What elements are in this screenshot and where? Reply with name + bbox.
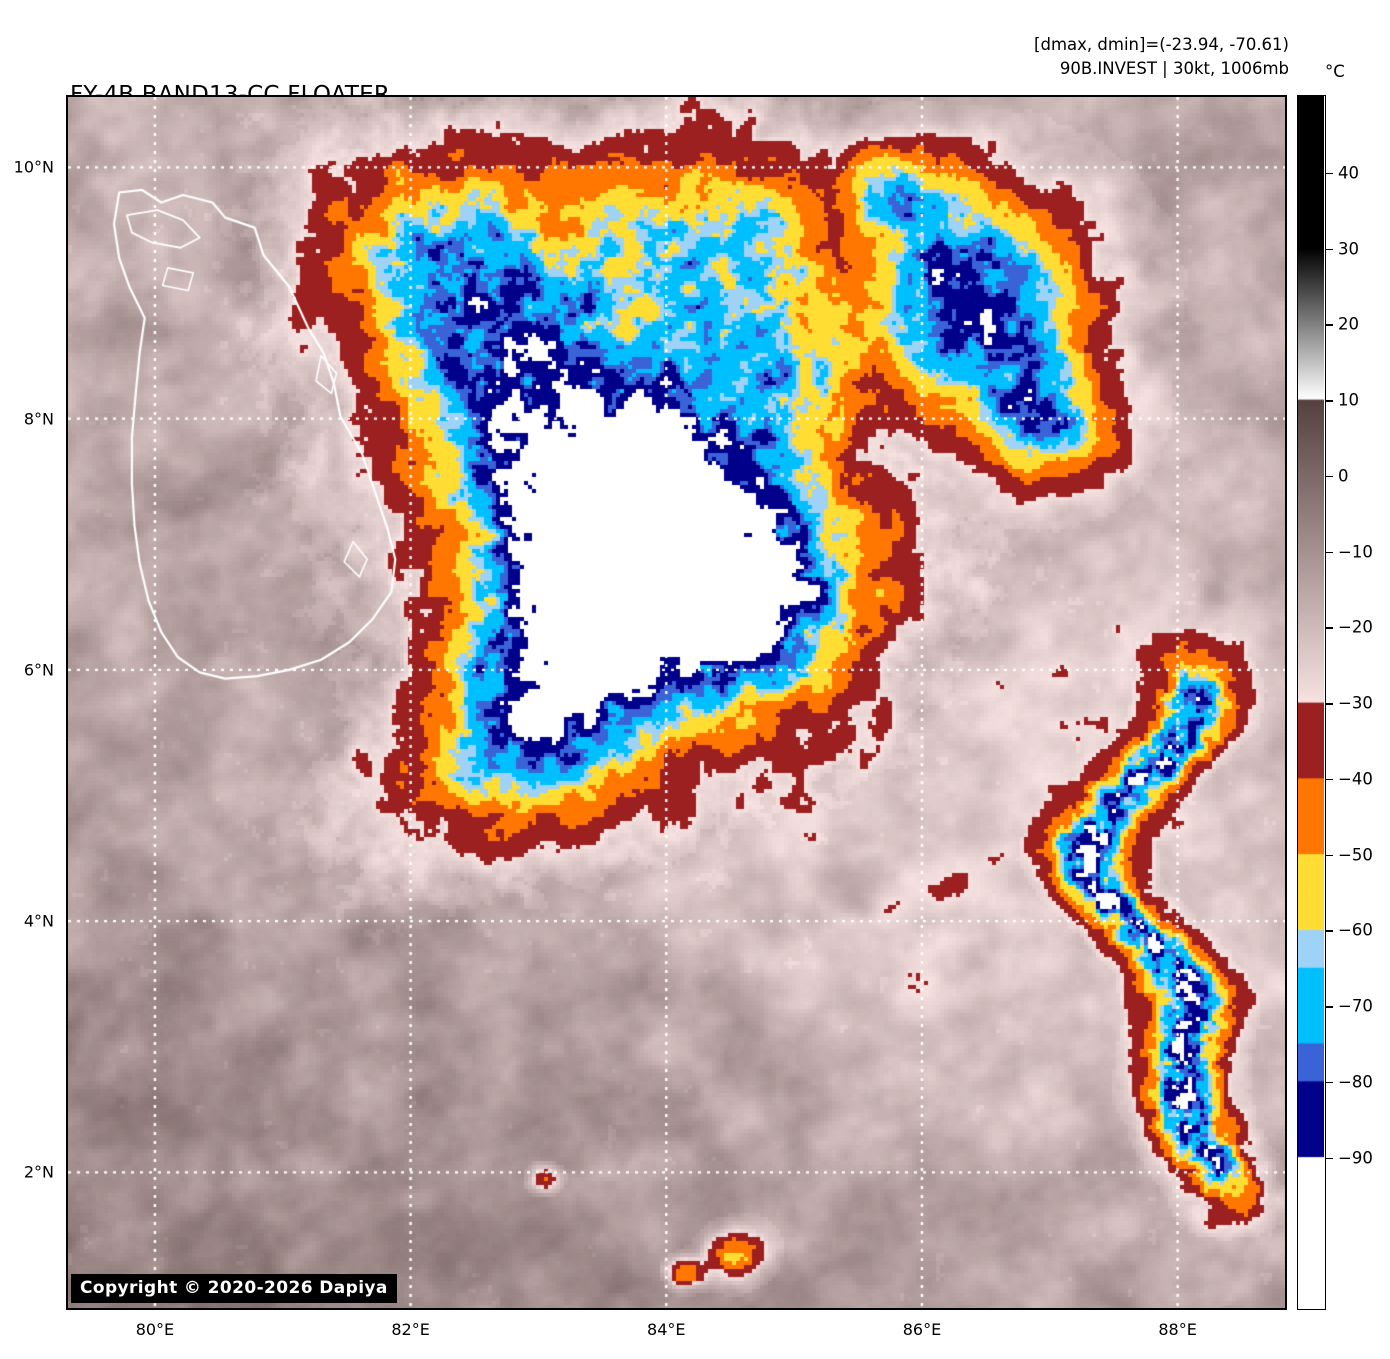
x-axis-tick-label: 82°E	[391, 1320, 430, 1339]
colorbar-tick	[1326, 1006, 1333, 1008]
colorbar-tick-label: 0	[1338, 466, 1349, 486]
colorbar-tick	[1326, 1157, 1333, 1159]
x-axis-tick-label: 84°E	[647, 1320, 686, 1339]
colorbar-tick	[1326, 324, 1333, 326]
colorbar-tick-label: −40	[1338, 769, 1373, 789]
colorbar-tick	[1326, 551, 1333, 553]
dmax-dmin-label: [dmax, dmin]=(-23.94, -70.61)	[1034, 35, 1289, 54]
colorbar-tick	[1326, 475, 1333, 478]
satellite-image-plot: Copyright © 2020-2026 Dapiya	[66, 95, 1287, 1310]
colorbar-tick	[1326, 854, 1333, 856]
y-axis-tick-label: 8°N	[23, 409, 54, 429]
colorbar-tick-label: −20	[1338, 617, 1373, 637]
colorbar-tick-label: −70	[1338, 996, 1373, 1016]
colorbar-tick-label: −30	[1338, 693, 1373, 713]
colorbar-tick	[1326, 400, 1333, 402]
colorbar-unit-label: °C	[1325, 62, 1345, 81]
metadata-block: [dmax, dmin]=(-23.94, -70.61) 90B.INVEST…	[1034, 33, 1289, 81]
colorbar-tick	[1326, 248, 1333, 250]
colorbar-tick-label: 40	[1338, 163, 1359, 183]
colorbar-tick-label: −90	[1338, 1148, 1373, 1167]
colorbar-tick	[1326, 703, 1333, 705]
copyright-watermark: Copyright © 2020-2026 Dapiya	[71, 1274, 397, 1303]
y-axis-tick-label: 10°N	[13, 157, 54, 177]
colorbar-tick	[1326, 930, 1333, 932]
x-axis-tick-label: 80°E	[135, 1320, 175, 1339]
colorbar-tick	[1326, 627, 1333, 629]
x-axis-tick-label: 86°E	[902, 1320, 942, 1339]
colorbar-tick	[1326, 778, 1333, 781]
y-axis-tick-label: 2°N	[23, 1162, 54, 1182]
colorbar-tick-label: 20	[1338, 314, 1359, 334]
colorbar-tick-label: 30	[1338, 239, 1359, 258]
colorbar-tick	[1326, 1081, 1333, 1084]
colorbar-tick-label: −80	[1338, 1072, 1373, 1092]
x-axis-tick-label: 88°E	[1158, 1320, 1197, 1339]
colorbar	[1297, 95, 1326, 1310]
y-axis-tick-label: 4°N	[23, 911, 54, 931]
colorbar-gradient-canvas	[1298, 96, 1324, 1308]
satellite-imagery-canvas	[68, 97, 1285, 1308]
colorbar-tick-label: −50	[1338, 845, 1373, 864]
storm-info-label: 90B.INVEST | 30kt, 1006mb	[1059, 59, 1289, 78]
colorbar-tick-label: 10	[1338, 390, 1359, 410]
y-axis-tick-label: 6°N	[23, 660, 54, 680]
colorbar-tick-label: −10	[1338, 542, 1373, 561]
colorbar-tick	[1326, 172, 1333, 175]
colorbar-tick-label: −60	[1338, 920, 1373, 940]
